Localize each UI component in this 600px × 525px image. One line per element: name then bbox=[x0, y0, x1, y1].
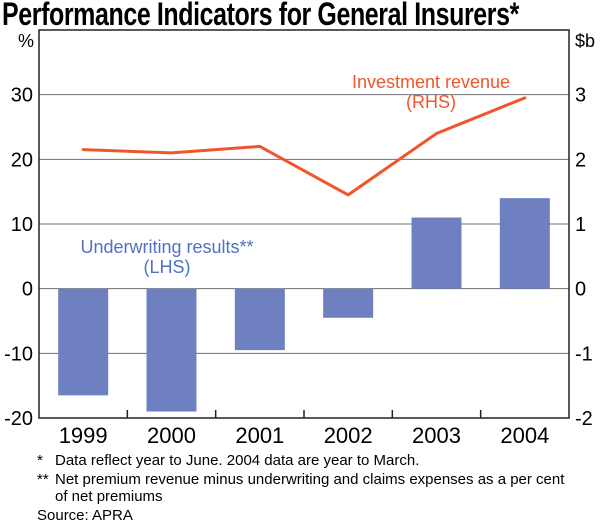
left-axis-tick-label: 30 bbox=[11, 85, 33, 107]
footnotes: * Data reflect year to June. 2004 data a… bbox=[37, 452, 592, 524]
left-axis-tick-label: 20 bbox=[11, 149, 33, 171]
footnote-2: ** Net premium revenue minus underwritin… bbox=[37, 471, 592, 505]
investment-revenue-label-line1: Investment revenue bbox=[351, 72, 511, 92]
footnote-2-text: Net premium revenue minus underwriting a… bbox=[55, 471, 565, 505]
underwriting-bar bbox=[323, 288, 374, 318]
footnote-1-marker: * bbox=[37, 452, 43, 469]
underwriting-bar bbox=[58, 288, 109, 396]
underwriting-bar bbox=[146, 288, 197, 412]
right-axis-unit: $b bbox=[575, 31, 596, 51]
right-axis-tick-label: 2 bbox=[575, 149, 586, 171]
right-axis-tick-label: 0 bbox=[575, 279, 586, 301]
source-note: Source: APRA bbox=[37, 507, 133, 524]
footnote-1: * Data reflect year to June. 2004 data a… bbox=[37, 452, 592, 469]
underwriting-results-label-line1: Underwriting results** bbox=[80, 237, 254, 257]
right-axis-tick-label: 3 bbox=[575, 85, 586, 107]
left-axis-tick-label: 10 bbox=[11, 214, 33, 236]
year-label: 1999 bbox=[59, 423, 108, 448]
investment-revenue-line bbox=[81, 96, 527, 197]
underwriting-bar bbox=[499, 198, 550, 289]
investment-revenue-label: Investment revenue (RHS) bbox=[352, 72, 510, 112]
underwriting-results-label-line2: (LHS) bbox=[143, 257, 191, 277]
right-axis-tick-label: -2 bbox=[575, 408, 593, 430]
chart-title: Performance Indicators for General Insur… bbox=[2, 0, 519, 32]
underwriting-bar bbox=[411, 217, 462, 289]
year-label: 2004 bbox=[500, 423, 549, 448]
right-axis-tick-label: 1 bbox=[575, 214, 586, 236]
year-label: 2001 bbox=[235, 423, 284, 448]
underwriting-results-label: Underwriting results** (LHS) bbox=[80, 237, 253, 277]
year-label: 2003 bbox=[412, 423, 461, 448]
investment-revenue-label-line2: (RHS) bbox=[406, 92, 456, 112]
year-label: 2002 bbox=[324, 423, 373, 448]
footnote-1-text: Data reflect year to June. 2004 data are… bbox=[55, 452, 420, 469]
right-axis-tick-label: -1 bbox=[575, 343, 593, 365]
year-label: 2000 bbox=[147, 423, 196, 448]
footnote-2-marker: ** bbox=[37, 471, 49, 488]
left-axis-tick-label: 0 bbox=[22, 279, 33, 301]
left-axis-tick-label: -10 bbox=[4, 343, 33, 365]
left-axis-tick-label: -20 bbox=[4, 408, 33, 430]
left-axis-unit: % bbox=[17, 31, 34, 51]
underwriting-bar bbox=[234, 288, 285, 351]
